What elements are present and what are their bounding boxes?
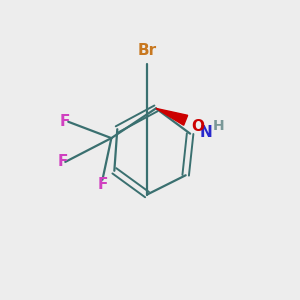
Text: F: F [97,177,108,192]
Text: O: O [191,119,204,134]
Text: N: N [200,125,213,140]
Text: H: H [212,119,224,133]
Text: Br: Br [137,43,157,58]
Text: F: F [60,114,70,129]
Polygon shape [156,108,188,125]
Text: F: F [57,154,68,169]
